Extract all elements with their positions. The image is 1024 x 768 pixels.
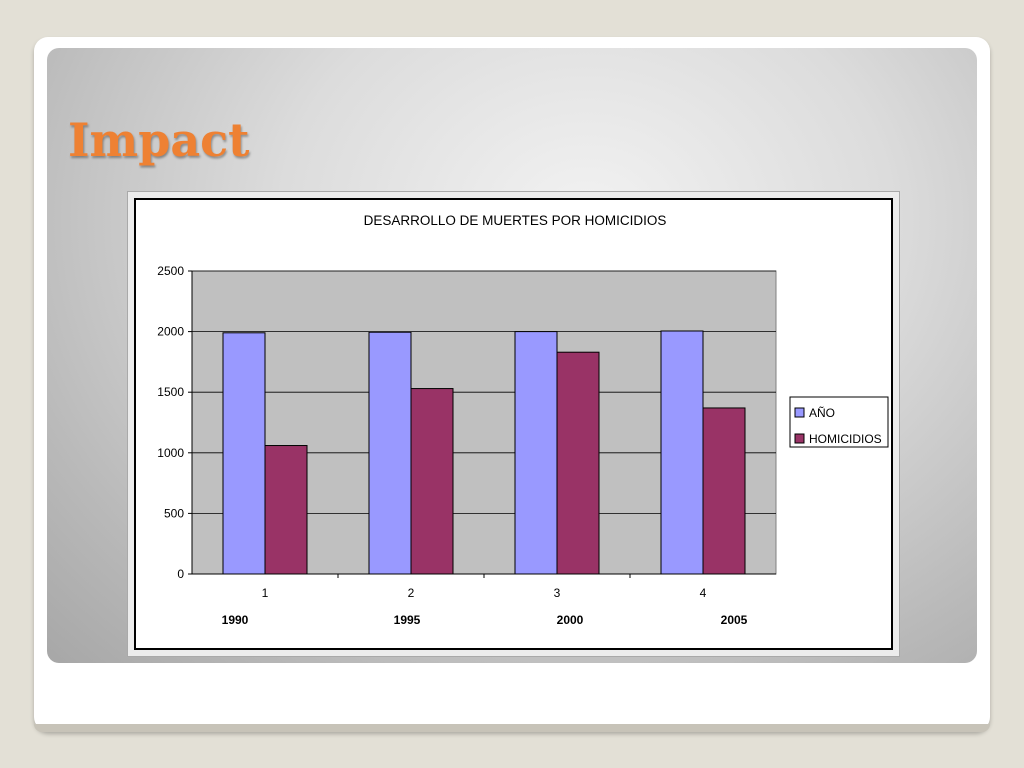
bar-ano <box>660 330 704 575</box>
y-tick-label: 500 <box>164 506 184 520</box>
y-tick-label: 1000 <box>157 446 184 460</box>
slide-title: Impact <box>68 113 250 167</box>
slide-bottom-rule <box>34 724 990 732</box>
legend-label: HOMICIDIOS <box>809 432 882 446</box>
y-tick-label: 2500 <box>157 264 184 278</box>
chart-frame[interactable]: DESARROLLO DE MUERTES POR HOMICIDIOS 0 50… <box>127 191 900 657</box>
bar-homicidios <box>264 445 308 575</box>
bar-homicidios <box>556 351 600 575</box>
bar-homicidios <box>410 388 454 575</box>
legend-swatch <box>794 407 805 418</box>
y-tick-label: 1500 <box>157 385 184 399</box>
year-annotation: 1995 <box>394 613 421 627</box>
year-annotation: 1990 <box>222 613 249 627</box>
x-tick-label: 3 <box>554 586 561 600</box>
bar-chart: DESARROLLO DE MUERTES POR HOMICIDIOS 0 50… <box>134 198 893 650</box>
bar-ano <box>514 331 558 575</box>
bar-homicidios <box>702 407 746 575</box>
legend-box <box>789 396 889 448</box>
chart-title: DESARROLLO DE MUERTES POR HOMICIDIOS <box>364 213 667 228</box>
x-tick-label: 1 <box>262 586 269 600</box>
legend-swatch <box>794 433 805 444</box>
y-tick-label: 2000 <box>157 325 184 339</box>
year-annotation: 2005 <box>721 613 748 627</box>
bar-ano <box>368 331 412 575</box>
legend-label: AÑO <box>809 406 835 420</box>
x-tick-label: 2 <box>408 586 415 600</box>
y-tick-label: 0 <box>177 567 184 581</box>
bar-ano <box>222 332 266 575</box>
x-tick-label: 4 <box>700 586 707 600</box>
year-annotation: 2000 <box>557 613 584 627</box>
